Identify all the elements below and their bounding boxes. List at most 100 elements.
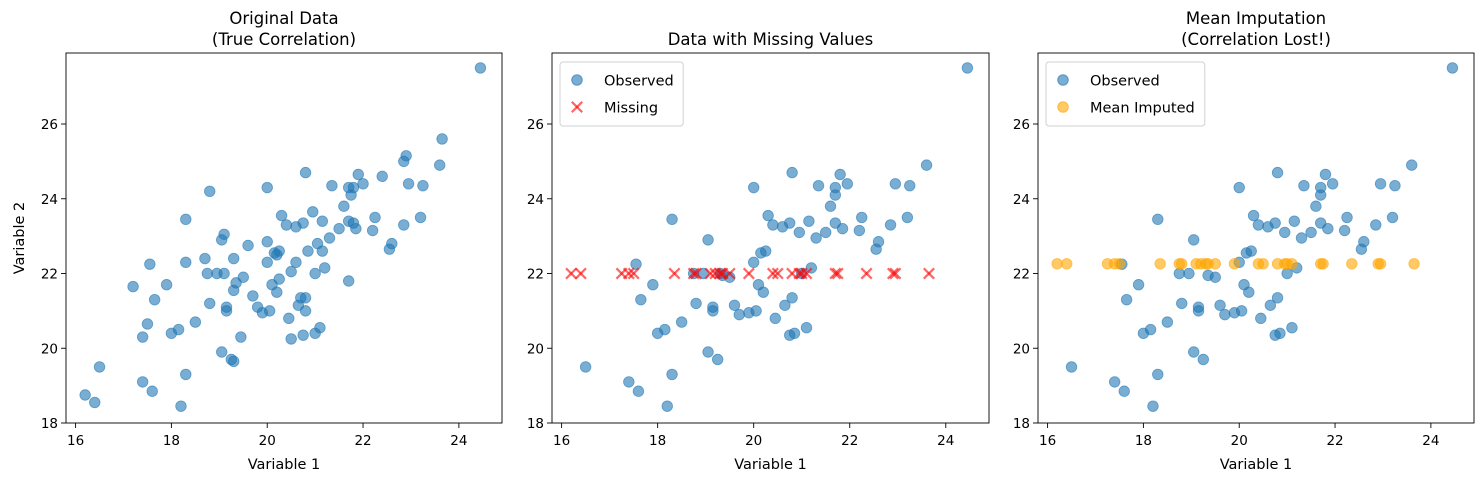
data-point [1161,316,1174,328]
missing-point [714,267,727,280]
legend-box [1045,61,1206,127]
data-point [323,232,336,244]
data-point [93,361,106,373]
data-point [1147,400,1159,412]
data-point [1118,385,1130,397]
data-point [366,224,379,237]
data-point [275,209,288,222]
data-point [1319,168,1332,181]
data-point [1183,267,1195,280]
data-point [302,245,314,257]
data-point [417,179,429,192]
chart-panel-2: Data with Missing Values 16 18 20 22 24 18 20 22… [527,30,990,473]
data-point [757,286,769,298]
data-point [1298,179,1310,192]
imputed-point [1408,258,1420,270]
data-point [635,293,647,306]
data-point [711,353,724,366]
data-point [175,400,187,412]
data-point [299,305,312,317]
data-point [189,316,202,328]
data-point [1243,286,1255,298]
data-point [218,228,230,240]
chart-title-line-2: (True Correlation) [212,30,356,49]
x-tick-label: 20 [745,433,762,449]
data-point [474,62,487,74]
data-point [820,226,832,239]
y-tick-label: 18 [1013,416,1030,432]
data-point [1322,222,1334,235]
x-stroke [831,267,844,280]
data-point [1188,234,1200,246]
y-tick-label: 26 [527,117,544,133]
x-tick-label: 20 [259,433,276,449]
missing-point [829,267,842,280]
data-point [172,323,185,336]
x-tick-label: 24 [937,433,954,449]
data-point [632,385,645,397]
data-point [350,222,362,235]
plot-frame [551,52,990,424]
x-stroke [922,267,935,280]
x-axis-label: Variable 1 [734,457,807,473]
x-tick-label: 24 [450,433,467,449]
data-point [1326,178,1339,190]
x-stroke [565,267,578,280]
data-point [434,159,446,171]
data-point [357,178,369,190]
series-mean-imputed [1051,258,1420,270]
data-point [690,297,702,310]
x-stroke [723,267,736,280]
data-point [767,219,779,231]
x-stroke [889,267,902,280]
data-point [1219,308,1231,321]
y-tick-label: 26 [41,117,58,133]
data-point [316,245,329,257]
plot-frame [65,52,503,424]
missing-point [622,267,635,280]
chart-panel-1: Original Data (True Correlation) 16 18 20 22 2… [12,9,503,473]
x-stroke [886,267,899,280]
data-point [297,217,309,229]
data-point [369,211,381,224]
data-point [297,329,309,341]
data-point [1305,226,1317,239]
data-point [273,273,285,285]
data-point [1374,178,1387,190]
y-tick-label: 24 [527,192,544,208]
data-point [216,346,228,358]
legend-label: Observed [604,74,674,90]
data-point [261,256,273,268]
x-tick-label: 22 [354,433,371,449]
data-point [901,211,914,224]
data-point [235,331,247,343]
data-point [376,170,388,183]
data-point [1295,232,1308,244]
imputed-point [1061,258,1073,270]
data-point [920,159,933,171]
legend-label: Missing [604,101,658,117]
data-point [1281,267,1293,280]
missing-point [742,267,755,280]
data-point [793,226,806,239]
data-point [285,333,297,345]
data-point [273,245,285,257]
x-stroke [800,267,813,280]
chart-title-line-1: Mean Imputation [1186,9,1326,28]
missing-point [771,267,784,280]
data-point [1252,219,1265,231]
data-point [263,305,276,317]
data-point [779,299,791,311]
x-stroke [574,267,587,280]
data-point [647,279,659,291]
legend-circle-icon [571,74,583,86]
data-point [1108,376,1121,388]
data-point [1314,189,1327,201]
data-point [1279,226,1291,239]
missing-point [690,267,703,280]
data-point [414,211,427,224]
data-point [242,239,254,252]
data-point [299,292,312,304]
data-point [307,206,319,218]
y-tick-label: 20 [527,341,544,357]
